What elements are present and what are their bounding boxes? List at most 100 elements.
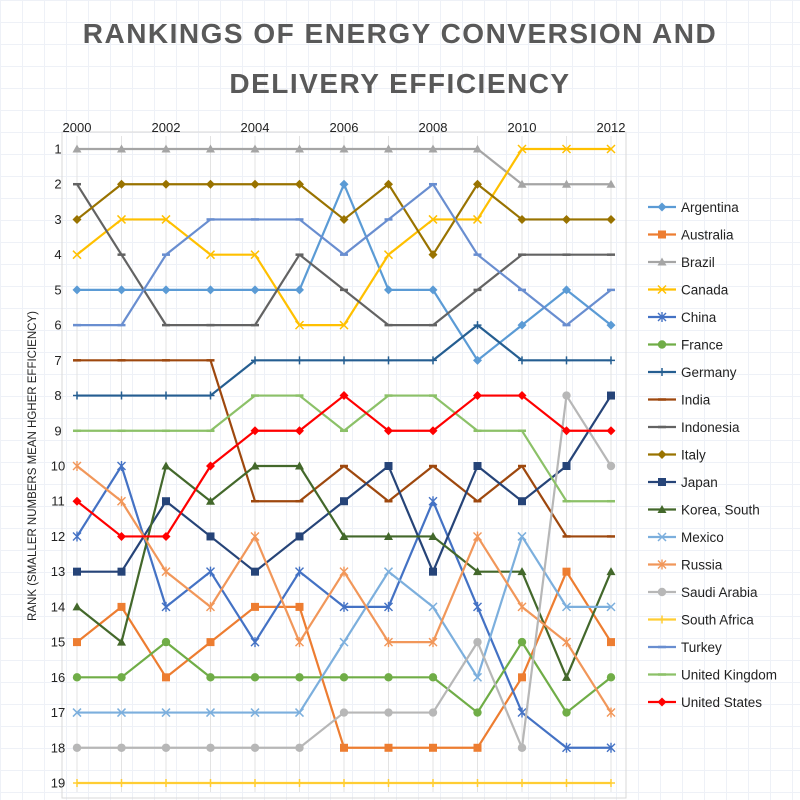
data-point-argentina: [473, 355, 482, 365]
y-tick-label: 3: [54, 212, 61, 227]
plot-area: [61, 131, 627, 799]
legend-item-indonesia: Indonesia: [648, 420, 740, 435]
chart-title-line-1: RANKINGS OF ENERGY CONVERSION AND: [82, 18, 718, 49]
data-point-south-africa: [251, 779, 259, 787]
data-point-south-africa: [73, 779, 81, 787]
legend-swatch-marker: [657, 312, 667, 322]
data-point-australia: [384, 743, 393, 752]
data-point-italy: [295, 179, 304, 189]
data-point-russia: [473, 531, 482, 542]
data-point-france: [562, 708, 571, 717]
data-point-canada: [428, 214, 438, 224]
y-tick-label: 1: [54, 142, 61, 157]
data-point-united-states: [117, 531, 126, 541]
data-point-brazil: [250, 144, 260, 153]
data-point-korea-south: [250, 461, 260, 470]
data-point-russia: [295, 637, 304, 648]
legend-label: United States: [681, 695, 762, 710]
data-point-china: [562, 742, 571, 753]
data-point-mexico: [339, 637, 349, 647]
data-point-china: [295, 566, 304, 577]
legend-label: United Kingdom: [681, 668, 777, 683]
data-point-russia: [339, 566, 349, 577]
y-tick-label: 13: [51, 564, 65, 579]
legend-swatch-marker: [657, 505, 667, 513]
data-point-france: [117, 673, 126, 682]
data-point-russia: [72, 461, 82, 471]
data-point-mexico: [606, 602, 616, 612]
legend-item-brazil: Brazil: [648, 255, 715, 270]
data-point-france: [250, 673, 260, 682]
x-tick-label: 2002: [152, 120, 181, 135]
data-point-korea-south: [72, 602, 82, 611]
legend-label: Indonesia: [681, 420, 740, 435]
data-point-china: [161, 601, 171, 612]
data-point-france: [295, 673, 304, 682]
data-point-brazil: [473, 144, 482, 153]
chart-title-line-2: DELIVERY EFFICIENCY: [229, 68, 571, 99]
data-point-argentina: [161, 285, 171, 295]
data-point-japan: [429, 567, 437, 576]
legend-swatch-marker: [657, 697, 667, 707]
legend-label: Japan: [681, 475, 718, 490]
legend-item-united-kingdom: United Kingdom: [648, 668, 777, 683]
data-point-australia: [607, 638, 615, 647]
y-tick-label: 11: [51, 494, 65, 509]
legend-swatch-marker: [658, 368, 666, 376]
data-point-united-states: [250, 426, 260, 436]
data-point-italy: [517, 214, 527, 224]
data-point-south-africa: [340, 779, 348, 787]
data-point-korea-south: [562, 672, 571, 681]
data-point-italy: [473, 179, 482, 189]
data-point-australia: [429, 743, 437, 752]
data-point-brazil: [206, 144, 215, 153]
series-south-africa: [73, 779, 615, 787]
data-point-korea-south: [473, 567, 482, 576]
legend-item-argentina: Argentina: [648, 200, 739, 215]
series-france: [72, 637, 616, 717]
x-tick-label: 2006: [330, 120, 359, 135]
data-point-brazil: [339, 144, 349, 153]
data-point-argentina: [517, 320, 527, 330]
data-point-france: [384, 673, 393, 682]
data-point-canada: [116, 214, 127, 224]
data-point-germany: [518, 356, 526, 365]
series-china: [72, 461, 616, 753]
data-point-japan: [162, 497, 170, 506]
data-point-argentina: [206, 285, 215, 295]
series-australia: [73, 567, 615, 752]
series-brazil: [72, 144, 616, 188]
data-point-mexico: [72, 708, 82, 718]
data-point-italy: [339, 214, 349, 224]
data-point-italy: [384, 179, 393, 189]
data-point-brazil: [562, 179, 571, 188]
legend-swatch-marker: [657, 532, 667, 542]
legend-label: China: [681, 310, 717, 325]
x-tick-label: 2004: [241, 120, 270, 135]
data-point-korea-south: [206, 496, 215, 505]
data-point-canada: [72, 250, 82, 260]
data-point-russia: [606, 707, 616, 718]
y-tick-label: 5: [54, 282, 61, 297]
series-united-states: [72, 391, 616, 541]
data-point-saudi-arabia: [250, 743, 260, 752]
data-point-argentina: [72, 285, 82, 295]
data-point-germany: [473, 321, 482, 330]
legend-label: Saudi Arabia: [681, 585, 758, 600]
y-tick-label: 12: [51, 529, 65, 544]
data-point-saudi-arabia: [384, 708, 393, 717]
data-point-saudi-arabia: [72, 743, 82, 752]
data-point-korea-south: [339, 531, 349, 540]
data-point-australia: [473, 743, 482, 752]
data-point-france: [473, 708, 482, 717]
data-point-russia: [206, 601, 215, 612]
data-point-italy: [606, 214, 616, 224]
data-point-germany: [206, 391, 215, 400]
data-point-mexico: [517, 531, 527, 541]
data-point-france: [161, 637, 171, 647]
data-point-south-africa: [295, 779, 304, 787]
legend-item-united-states: United States: [648, 695, 762, 710]
legend-label: Russia: [681, 558, 723, 573]
data-point-japan: [251, 567, 259, 576]
data-point-south-africa: [162, 779, 170, 787]
